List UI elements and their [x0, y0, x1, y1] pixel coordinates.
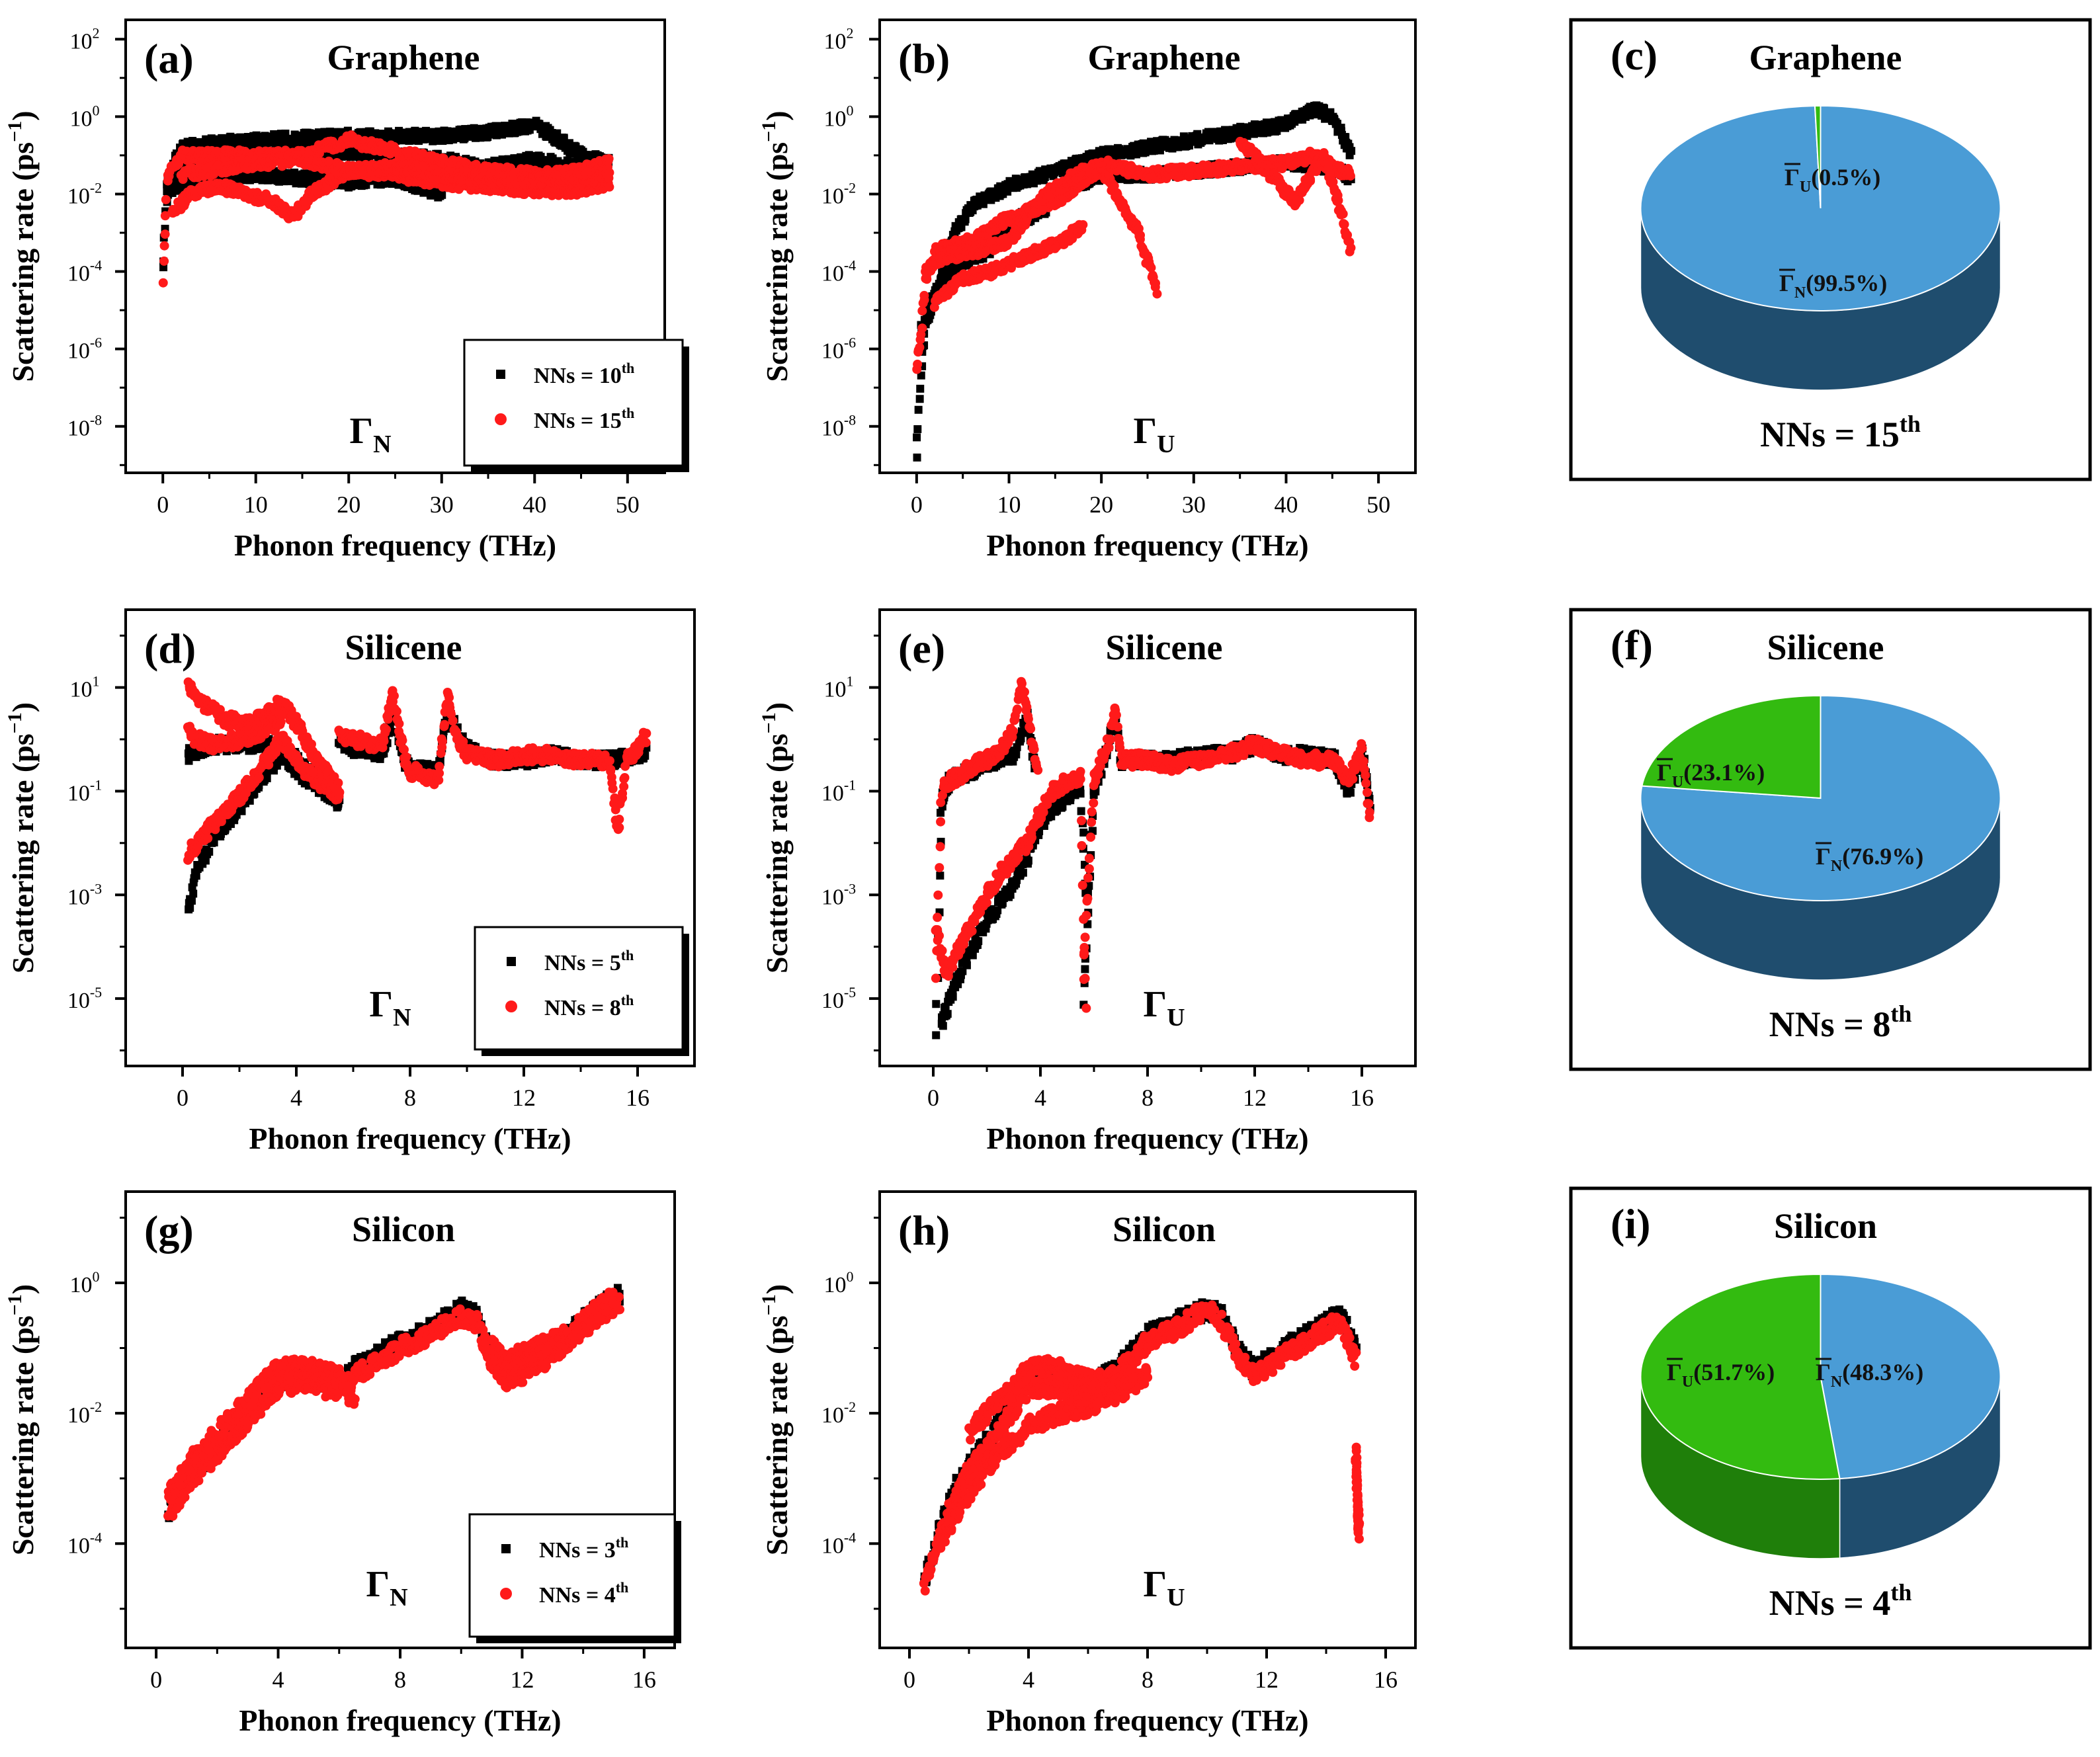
data-point [914, 405, 923, 414]
series-red [158, 130, 614, 288]
data-point [159, 241, 169, 251]
data-points [158, 116, 614, 288]
y-tick-label: 10-6 [67, 335, 102, 364]
data-point [922, 317, 931, 326]
y-tick-base: 10 [70, 29, 93, 54]
data-point [913, 425, 922, 433]
y-tick-label: 100 [70, 102, 100, 131]
x-tick-label: 50 [616, 491, 640, 518]
series-red [912, 136, 1356, 374]
legend-label-text: NNs = 10 [534, 364, 622, 388]
y-axis-label-close: ) [6, 110, 40, 120]
data-point [919, 290, 929, 300]
data-point [605, 168, 614, 178]
data-point [915, 395, 924, 403]
data-points [912, 101, 1356, 462]
panel-b: 0 10 20 30 40 5010210010-210-410-610-8Phonon … [758, 19, 1417, 562]
legend-box [463, 339, 684, 467]
panel-label: (a) [144, 35, 194, 82]
chart-title: Graphene [327, 38, 480, 77]
x-tick-label: 0 [157, 491, 169, 518]
data-point [915, 343, 925, 352]
data-point [158, 278, 168, 288]
legend-label: NNs = 10th [534, 360, 634, 388]
legend-label-text: NNs = 15 [534, 409, 622, 433]
data-point [913, 453, 921, 462]
data-point [917, 306, 927, 316]
data-point [160, 229, 170, 239]
y-tick-base: 10 [70, 106, 93, 131]
legend-label-sup: th [622, 360, 635, 376]
y-axis-label-sup: −1 [4, 121, 26, 142]
y-tick-exp: -8 [90, 412, 102, 429]
legend-marker-square [496, 370, 505, 379]
data-point [604, 153, 614, 163]
y-tick-exp: 0 [93, 102, 100, 118]
panel-a: 0 10 20 30 40 5010210010-210-410-610-8Phonon … [4, 19, 689, 562]
y-axis-label: Scattering rate (ps−1) [4, 110, 40, 382]
x-tick-label: 10 [244, 491, 268, 518]
y-tick-base: 10 [67, 417, 90, 441]
data-point [913, 359, 923, 369]
data-point [159, 256, 169, 266]
y-tick-base: 10 [67, 184, 90, 208]
data-point [913, 433, 921, 442]
y-tick-base: 10 [67, 262, 90, 286]
data-point [917, 323, 927, 333]
y-tick-exp: 2 [93, 24, 100, 41]
gamma-annotation: ΓN [349, 411, 391, 458]
data-point [283, 169, 292, 177]
y-tick-exp: -6 [90, 335, 102, 351]
y-tick-exp: -2 [90, 179, 102, 196]
y-tick-label: 10-8 [67, 412, 102, 441]
legend-marker-circle [495, 413, 507, 425]
data-point [961, 215, 970, 224]
y-tick-label: 102 [70, 24, 100, 54]
data-point [605, 182, 614, 192]
x-tick-label: 40 [523, 491, 546, 518]
y-axis-label-text: Scattering rate (ps [6, 142, 40, 382]
x-axis-label: Phonon frequency (THz) [234, 528, 556, 562]
data-point [438, 190, 446, 199]
data-point [1347, 147, 1356, 155]
legend-label: NNs = 15th [534, 405, 634, 433]
y-tick-base: 10 [67, 339, 90, 364]
legend-label-sup: th [622, 405, 635, 421]
y-tick-label: 10-2 [67, 179, 102, 208]
data-point [916, 384, 925, 393]
gamma-subscript: N [373, 430, 391, 458]
gamma-symbol: Γ [349, 411, 373, 452]
x-tick-label: 30 [430, 491, 454, 518]
data-point [917, 371, 925, 380]
data-point [161, 194, 171, 204]
x-tick-label: 20 [337, 491, 360, 518]
y-tick-label: 10-4 [67, 257, 102, 286]
y-tick-exp: -4 [90, 257, 102, 274]
